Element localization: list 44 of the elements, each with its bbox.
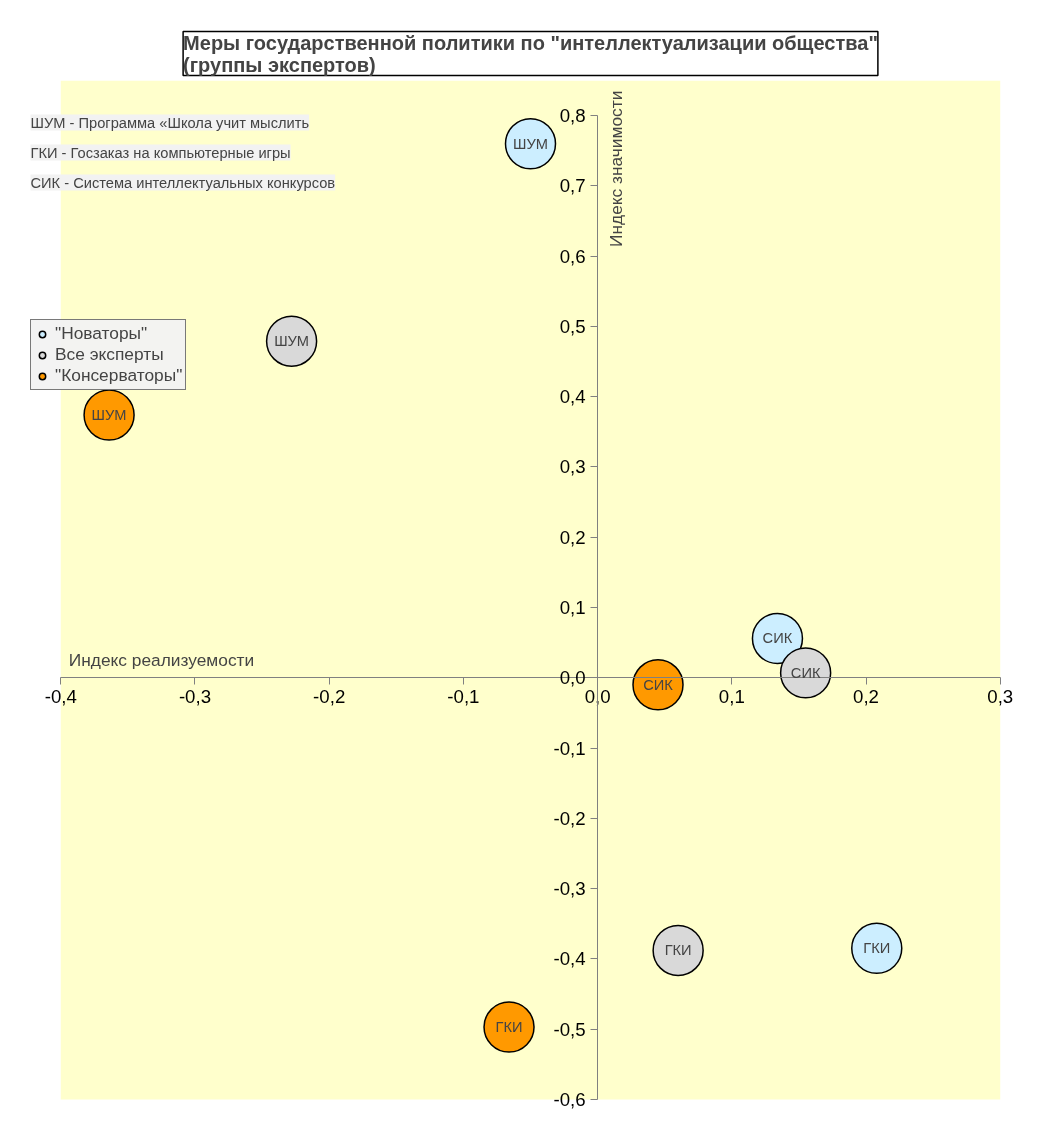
legend-label: Все эксперты	[55, 344, 164, 365]
annotation: ШУМ	[91, 406, 127, 423]
annotation: СИК - Система интеллектуальных конкурсов	[30, 174, 336, 191]
y-tick-label: -0,5	[553, 1018, 586, 1040]
y-tick-label: 0,1	[559, 597, 586, 619]
x-tick-label: 0,3	[987, 685, 1014, 707]
legend-label: "Консерваторы"	[55, 365, 183, 386]
annotation: СИК	[790, 664, 821, 681]
annotation: СИК	[643, 676, 674, 693]
y-tick-label: 0,8	[559, 105, 586, 127]
x-tick-label: 0,0	[584, 685, 611, 707]
annotation: ГКИ - Госзаказ на компьютерные игры	[30, 144, 291, 161]
annotation: СИК	[762, 630, 793, 647]
annotation: ГКИ	[664, 942, 692, 959]
y-tick-label: -0,1	[553, 737, 586, 759]
annotation: ШУМ	[274, 333, 310, 350]
y-tick-label: -0,2	[553, 807, 586, 829]
point	[652, 924, 704, 977]
x-tick-label: -0,4	[44, 685, 77, 707]
y-tick-label: 0,3	[559, 456, 586, 478]
annotation: ШУМ - Программа «Школа учит мыслить	[30, 114, 310, 131]
y-tick-label: 0,0	[559, 667, 586, 689]
y-tick-label: -0,3	[553, 878, 586, 900]
legend-label: "Новаторы"	[55, 323, 148, 344]
point	[483, 1001, 535, 1053]
chart-title: Меры государственной политики по "интеллектуализации общества" (группы экспертов)	[183, 31, 878, 76]
y-axis-title: Индекс значимости	[605, 90, 626, 247]
x-tick-label: -0,2	[313, 685, 346, 707]
y-tick-label: -0,6	[553, 1088, 586, 1110]
x-tick-label: -0,3	[178, 685, 212, 707]
y-tick-label: -0,4	[553, 948, 586, 970]
x-tick-label: 0,2	[853, 685, 879, 707]
y-tick-label: 0,6	[559, 245, 586, 267]
point	[851, 922, 903, 975]
x-axis-title: Индекс реализуемости	[68, 649, 255, 670]
annotation: ГКИ	[495, 1019, 523, 1036]
y-tick-label: 0,4	[559, 386, 586, 408]
x-tick-label: -0,1	[447, 685, 480, 707]
y-tick-label: 0,5	[559, 315, 586, 337]
y-tick-label: 0,7	[559, 175, 586, 197]
annotation: ГКИ	[863, 940, 891, 957]
x-tick-label: 0,1	[718, 685, 745, 707]
annotation: ШУМ	[513, 135, 548, 152]
y-tick-label: 0,2	[559, 526, 586, 548]
